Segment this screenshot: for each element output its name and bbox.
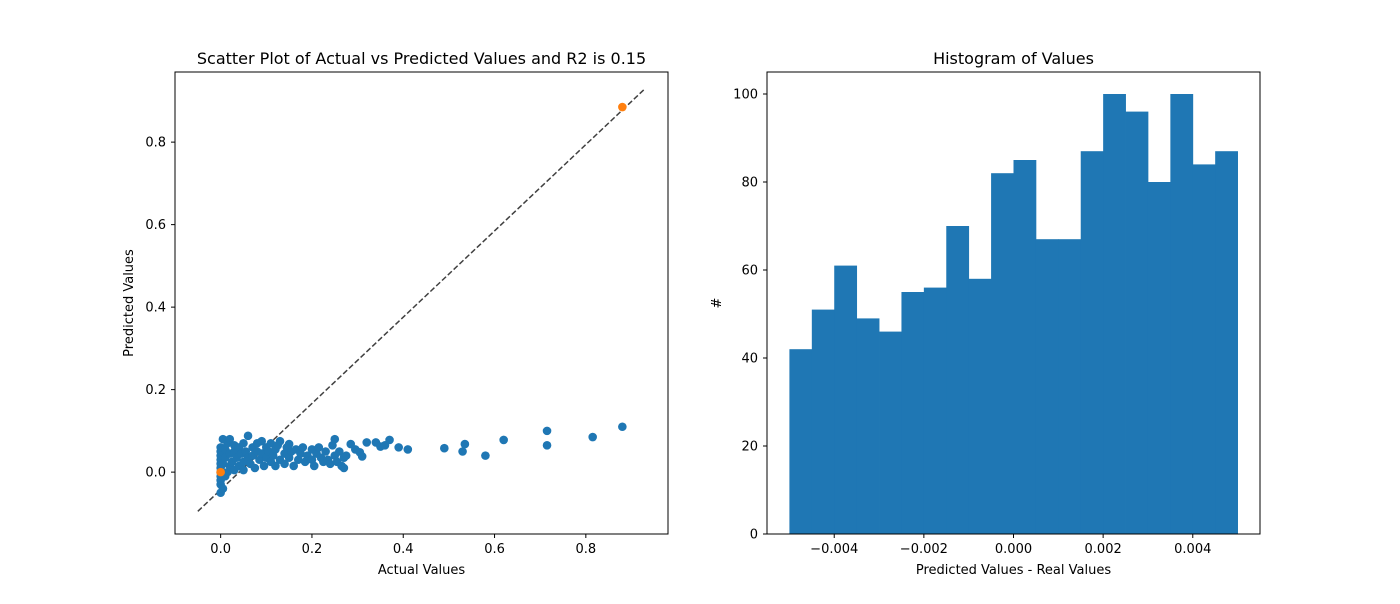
scatter-point — [362, 438, 372, 447]
scatter-point-highlight — [216, 467, 225, 477]
scatter-point — [339, 463, 349, 473]
scatter-point — [309, 461, 319, 471]
histogram-x-tick-label: 0.000 — [995, 542, 1032, 557]
histogram-x-tick-label: −0.002 — [900, 542, 948, 557]
histogram-bar — [1170, 94, 1194, 534]
histogram-bar — [834, 265, 858, 534]
histogram-bar — [1103, 94, 1126, 534]
scatter-point — [357, 452, 367, 461]
scatter-point — [289, 461, 298, 471]
histogram-x-tick-label: 0.004 — [1174, 542, 1211, 557]
scatter-x-tick-label: 0.8 — [575, 542, 596, 557]
scatter-point — [257, 436, 267, 446]
reference-line — [197, 87, 646, 512]
scatter-y-tick-label: 0.6 — [145, 218, 166, 233]
histogram-bar — [789, 349, 813, 534]
scatter-x-axis-label: Actual Values — [378, 563, 466, 578]
scatter-point — [298, 443, 308, 452]
histogram-bar — [923, 287, 947, 534]
scatter-point — [271, 461, 280, 471]
scatter-y-tick-label: 0.8 — [145, 136, 166, 151]
scatter-point — [481, 451, 490, 460]
scatter-point — [243, 431, 253, 441]
histogram-bar — [856, 318, 880, 534]
scatter-point — [618, 422, 627, 432]
scatter-panel: Scatter Plot of Actual vs Predicted Valu… — [122, 49, 669, 578]
scatter-point — [330, 434, 340, 444]
scatter-point — [239, 465, 248, 475]
scatter-point — [314, 443, 324, 452]
scatter-point — [499, 435, 508, 445]
histogram-bar — [1125, 111, 1149, 534]
scatter-x-tick-label: 0.0 — [210, 542, 231, 557]
histogram-bar — [1147, 182, 1171, 534]
histogram-y-tick-label: 20 — [741, 440, 758, 455]
histogram-y-axis-label: # — [710, 298, 725, 309]
scatter-title: Scatter Plot of Actual vs Predicted Valu… — [197, 49, 646, 68]
scatter-y-tick-label: 0.4 — [145, 301, 166, 316]
scatter-marks — [197, 87, 646, 512]
scatter-point — [321, 447, 330, 456]
histogram-bar — [879, 331, 902, 534]
histogram-x-tick-label: −0.004 — [810, 542, 858, 557]
histogram-bar — [1058, 239, 1082, 534]
scatter-point — [275, 436, 285, 446]
scatter-point — [458, 447, 467, 456]
histogram-bar — [1035, 239, 1059, 534]
scatter-point — [225, 434, 235, 444]
scatter-point — [440, 443, 449, 453]
scatter-point — [394, 443, 403, 452]
histogram-y-tick-label: 0 — [750, 528, 758, 543]
histogram-y-tick-label: 100 — [733, 88, 758, 103]
scatter-x-tick-label: 0.6 — [484, 542, 505, 557]
histogram-y-tick-label: 80 — [741, 176, 758, 191]
scatter-point — [542, 426, 552, 436]
histogram-bar — [901, 292, 925, 534]
histogram-bar — [811, 309, 835, 534]
scatter-y-tick-label: 0.2 — [145, 383, 166, 398]
histogram-bar — [1013, 160, 1037, 534]
histogram-ticks: −0.004 −0.002 0.000 0.002 0.004 0 20 40 60 80 100 — [733, 88, 1211, 558]
histogram-y-tick-label: 40 — [741, 352, 758, 367]
histogram-title: Histogram of Values — [933, 49, 1094, 68]
histogram-bar — [946, 226, 970, 534]
scatter-point — [284, 439, 294, 449]
scatter-point — [460, 439, 470, 449]
scatter-point — [588, 432, 597, 442]
scatter-point — [385, 435, 394, 445]
histogram-x-tick-label: 0.002 — [1085, 542, 1122, 557]
scatter-point — [239, 438, 248, 448]
histogram-bar — [1080, 151, 1104, 534]
scatter-point — [250, 463, 260, 473]
histogram-bar — [968, 278, 992, 534]
histogram-x-axis-label: Predicted Values - Real Values — [916, 563, 1111, 578]
scatter-axes-frame — [174, 71, 669, 535]
histogram-axes-frame — [766, 71, 1261, 535]
scatter-point — [280, 459, 289, 469]
histogram-bar — [991, 173, 1014, 534]
scatter-point — [335, 447, 344, 456]
scatter-point — [218, 484, 228, 493]
scatter-point — [266, 438, 276, 448]
scatter-point — [341, 451, 351, 460]
scatter-ticks: 0.0 0.2 0.4 0.6 0.8 0.0 0.2 0.4 0.6 0.8 — [145, 136, 596, 557]
scatter-point — [403, 445, 413, 454]
histogram-panel: Histogram of Values −0.004 −0.002 0.000 0.0… — [710, 49, 1261, 578]
scatter-y-tick-label: 0.0 — [145, 466, 166, 481]
scatter-point-highlight — [618, 102, 627, 112]
scatter-y-axis-label: Predicted Values — [122, 249, 137, 357]
scatter-point — [325, 459, 335, 469]
histogram-bars — [789, 94, 1238, 534]
scatter-x-tick-label: 0.2 — [302, 542, 323, 557]
histogram-y-tick-label: 60 — [741, 264, 758, 279]
scatter-x-tick-label: 0.4 — [393, 542, 414, 557]
histogram-bar — [1192, 164, 1216, 534]
scatter-point — [259, 461, 269, 471]
histogram-bar — [1215, 151, 1238, 534]
scatter-point — [542, 441, 552, 450]
